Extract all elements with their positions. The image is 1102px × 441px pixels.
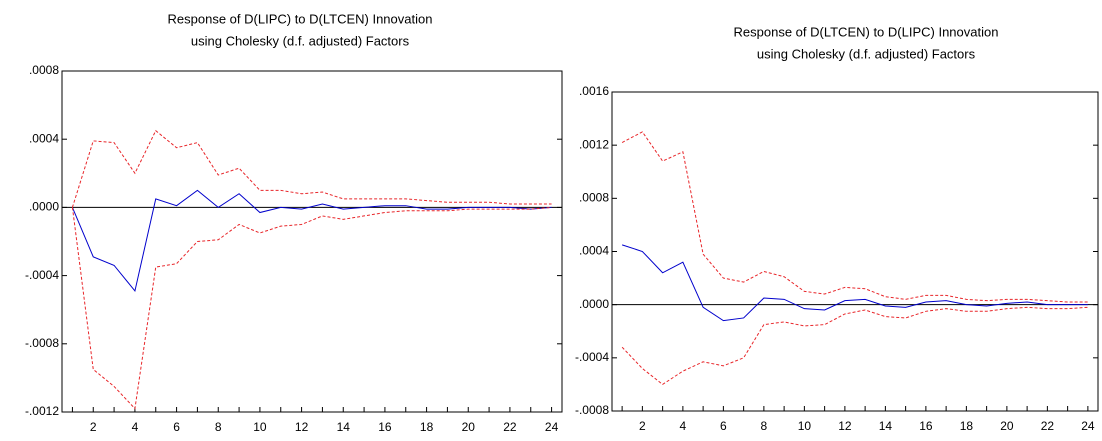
x-tick-label: 20 xyxy=(462,420,476,434)
plot-frame xyxy=(61,70,563,413)
x-tick-label: 6 xyxy=(173,420,180,434)
x-tick-label: 10 xyxy=(253,420,267,434)
response-line xyxy=(621,244,1088,322)
y-tick-label: .0008 xyxy=(29,63,59,77)
chart-subtitle: using Cholesky (d.f. adjusted) Factors xyxy=(191,33,410,48)
x-tick-label: 4 xyxy=(680,419,687,433)
band-line xyxy=(621,306,1088,386)
y-tick-label: .0012 xyxy=(579,137,609,151)
x-tick-label: 22 xyxy=(503,420,517,434)
chart-title: Response of D(LTCEN) to D(LIPC) Innovati… xyxy=(734,24,999,39)
x-tick-label: 2 xyxy=(639,419,646,433)
y-tick-label: .0000 xyxy=(579,297,609,311)
y-tick-label: -.0004 xyxy=(25,268,59,282)
x-tick-label: 14 xyxy=(879,419,893,433)
y-tick-label: .0016 xyxy=(579,84,609,98)
x-tick-label: 16 xyxy=(919,419,933,433)
plot-frame xyxy=(611,91,1099,412)
x-tick-label: 22 xyxy=(1041,419,1055,433)
x-tick-label: 18 xyxy=(960,419,974,433)
x-tick-label: 20 xyxy=(1000,419,1014,433)
y-tick-label: .0008 xyxy=(579,191,609,205)
y-tick-label: .0004 xyxy=(579,244,609,258)
x-tick-label: 8 xyxy=(215,420,222,434)
x-tick-label: 12 xyxy=(838,419,852,433)
chart-title: Response of D(LIPC) to D(LTCEN) Innovati… xyxy=(168,11,433,26)
x-tick-label: 14 xyxy=(337,420,351,434)
band-line xyxy=(71,129,552,208)
x-tick-label: 4 xyxy=(132,420,139,434)
chart-subtitle: using Cholesky (d.f. adjusted) Factors xyxy=(757,46,976,61)
x-tick-label: 2 xyxy=(90,420,97,434)
y-tick-label: -.0008 xyxy=(575,403,609,417)
y-tick-label: -.0004 xyxy=(575,350,609,364)
x-tick-label: 16 xyxy=(378,420,392,434)
band-line xyxy=(71,206,552,410)
y-tick-label: .0004 xyxy=(29,131,59,145)
x-tick-label: 8 xyxy=(761,419,768,433)
response-line xyxy=(71,189,552,293)
x-tick-label: 12 xyxy=(295,420,309,434)
band-line xyxy=(621,131,1088,303)
y-tick-label: -.0008 xyxy=(25,336,59,350)
x-tick-label: 10 xyxy=(798,419,812,433)
x-tick-label: 18 xyxy=(420,420,434,434)
x-tick-label: 24 xyxy=(545,420,559,434)
x-tick-label: 24 xyxy=(1081,419,1095,433)
y-tick-label: .0000 xyxy=(29,200,59,214)
x-tick-label: 6 xyxy=(720,419,727,433)
y-tick-label: -.0012 xyxy=(25,404,59,418)
